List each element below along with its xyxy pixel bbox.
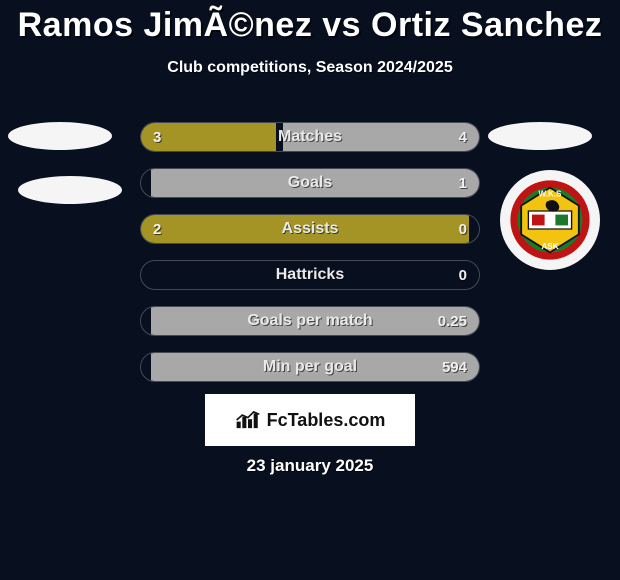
stat-row: 1Goals — [140, 168, 480, 198]
date-label: 23 january 2025 — [0, 456, 620, 476]
right-ellipse — [488, 122, 592, 150]
stat-label: Hattricks — [141, 261, 479, 289]
page-title: Ramos JimÃ©nez vs Ortiz Sanchez — [0, 0, 620, 45]
comparison-chart: 34Matches 1Goals 20Assists 0Hattricks 0.25Go… — [140, 122, 480, 398]
watermark-text: FcTables.com — [267, 410, 386, 431]
left-bar — [141, 215, 469, 243]
right-bar — [151, 169, 479, 197]
left-bar — [141, 123, 276, 151]
stat-row: 594Min per goal — [140, 352, 480, 382]
team-badge-right: W.K.S ASK — [500, 170, 600, 270]
watermark: FcTables.com — [205, 394, 415, 446]
club-crest-icon: W.K.S ASK — [505, 175, 595, 265]
page-subtitle: Club competitions, Season 2024/2025 — [0, 59, 620, 77]
stat-row: 0.25Goals per match — [140, 306, 480, 336]
svg-text:W.K.S: W.K.S — [539, 190, 563, 199]
stat-row: 0Hattricks — [140, 260, 480, 290]
stat-row: 34Matches — [140, 122, 480, 152]
left-ellipse-2 — [18, 176, 122, 204]
right-value: 0 — [459, 261, 467, 289]
left-ellipse-1 — [8, 122, 112, 150]
stat-row: 20Assists — [140, 214, 480, 244]
right-bar — [283, 123, 479, 151]
right-bar — [151, 307, 479, 335]
right-bar — [151, 353, 479, 381]
svg-text:ASK: ASK — [541, 242, 558, 251]
chart-icon — [235, 409, 261, 431]
